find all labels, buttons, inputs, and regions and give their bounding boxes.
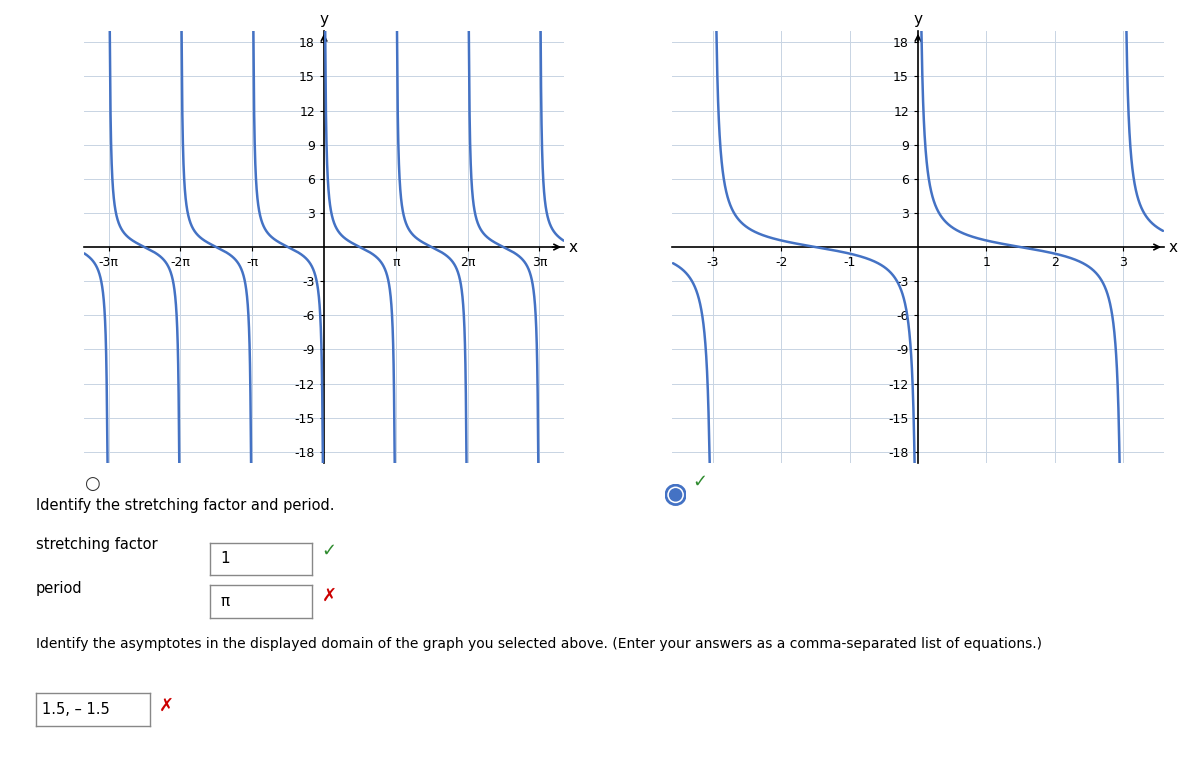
Text: ○: ○ [84,475,100,493]
Circle shape [670,489,682,501]
Text: Identify the asymptotes in the displayed domain of the graph you selected above.: Identify the asymptotes in the displayed… [36,637,1042,651]
Text: x: x [1169,239,1178,255]
Text: Identify the stretching factor and period.: Identify the stretching factor and perio… [36,498,335,513]
Text: ✗: ✗ [158,696,174,714]
Text: 1: 1 [221,551,230,567]
Text: stretching factor: stretching factor [36,537,157,551]
Text: 1.5, – 1.5: 1.5, – 1.5 [42,702,109,717]
Text: π: π [221,594,229,609]
Text: x: x [569,239,578,255]
Text: period: period [36,581,83,595]
Text: ✗: ✗ [322,587,337,604]
Text: ✓: ✓ [692,472,708,490]
Text: y: y [319,12,329,26]
Text: y: y [913,12,923,26]
Text: ✓: ✓ [322,542,337,560]
